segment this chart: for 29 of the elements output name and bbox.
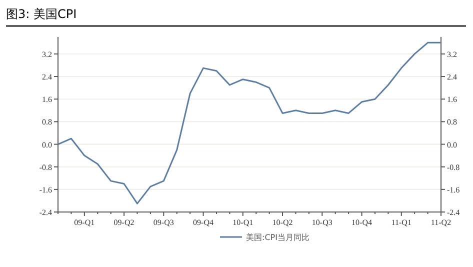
y-tick-label: -1.6	[39, 185, 52, 194]
y2-tick-label: 2.4	[447, 72, 457, 82]
legend-label: 美国:CPI当月同比	[246, 233, 310, 242]
y2-tick-label: -1.6	[447, 185, 460, 194]
y-tick-label: -0.8	[39, 162, 52, 172]
y2-tick-label: -0.8	[447, 162, 460, 172]
y-tick-label: -2.4	[39, 208, 52, 217]
x-tick-label: 09-Q2	[114, 218, 134, 227]
x-tick-label: 09-Q1	[74, 218, 95, 227]
y2-tick-label: -2.4	[447, 208, 460, 217]
y2-tick-label: 3.2	[447, 50, 457, 59]
y2-tick-label: 1.6	[447, 95, 457, 104]
y-tick-label: 3.2	[42, 50, 52, 59]
x-tick-label: 10-Q3	[312, 218, 332, 227]
y2-tick-label: 0.8	[447, 118, 457, 127]
line-series	[57, 42, 442, 204]
x-tick-label: 10-Q2	[272, 218, 293, 227]
x-tick-label: 11-Q2	[430, 218, 452, 227]
chart-title: 图3: 美国CPI	[6, 7, 77, 21]
x-tick-label: 10-Q1	[232, 218, 254, 227]
x-tick-label: 10-Q4	[352, 218, 372, 227]
y-tick-label: 0.0	[42, 140, 52, 150]
y-tick-label: 0.8	[42, 118, 52, 127]
x-tick-label: 09-Q3	[153, 218, 174, 227]
y-tick-label: 2.4	[42, 72, 52, 82]
x-tick-label: 09-Q4	[193, 218, 214, 227]
x-tick-label: 11-Q1	[391, 218, 412, 227]
y-tick-label: 1.6	[42, 95, 52, 104]
y2-tick-label: 0.0	[447, 140, 457, 150]
